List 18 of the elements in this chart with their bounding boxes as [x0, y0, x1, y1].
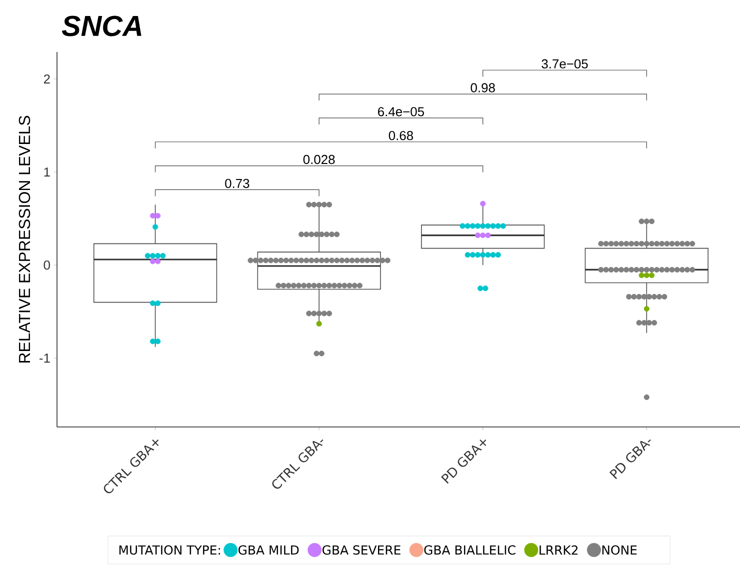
annotation: 0.73 — [225, 178, 250, 188]
y-tick-label: -1 — [40, 354, 50, 363]
legend-label: GBA SEVERE — [322, 545, 400, 555]
annotation: 0.028 — [303, 154, 335, 164]
annotation: 0.68 — [388, 131, 414, 140]
y-tick-label: 1 — [44, 168, 50, 176]
legend-title: MUTATION TYPE: — [119, 545, 220, 555]
legend-label: LRRK2 — [540, 545, 578, 555]
y-tick-label: 0 — [44, 260, 50, 270]
annotation: 3.7e−05 — [542, 59, 588, 68]
chart-title: SNCA — [62, 16, 142, 36]
y-axis-title: RELATIVE EXPRESSION LEVELS — [18, 116, 30, 362]
annotation: 6.4e−05 — [378, 107, 424, 116]
legend-label: GBA BIALLELIC — [424, 545, 516, 555]
y-tick-label: 2 — [44, 74, 50, 84]
legend-label: NONE — [602, 545, 637, 555]
legend-label: GBA MILD — [238, 545, 299, 555]
annotation: 0.98 — [470, 83, 495, 92]
